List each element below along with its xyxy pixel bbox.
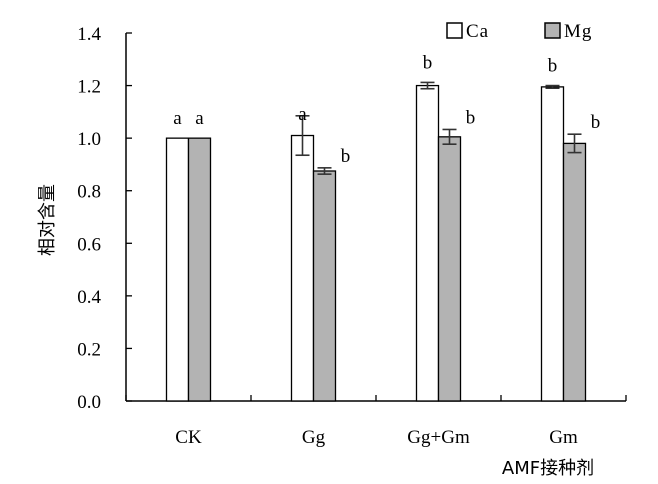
y-tick-label: 0.4 xyxy=(77,287,101,308)
x-axis: CK Gg Gg+Gm Gm xyxy=(125,395,627,448)
legend-label-mg: Mg xyxy=(564,21,592,42)
y-tick-label: 1.0 xyxy=(77,129,101,150)
y-axis-title: 相对含量 xyxy=(37,184,58,256)
bar-mg-gm xyxy=(562,142,587,402)
significance-letter: b xyxy=(423,52,433,73)
error-bars xyxy=(295,81,582,175)
bar-ca-gg xyxy=(290,134,315,402)
bar-mg-ck xyxy=(187,137,212,402)
x-category-label: Gg xyxy=(302,427,326,448)
y-tick-label: 1.2 xyxy=(77,77,101,98)
y-tick-label: 0.8 xyxy=(77,182,101,203)
y-tick-label: 0.2 xyxy=(77,339,101,360)
bar-mg-gg xyxy=(312,170,337,402)
y-tick-label: 1.4 xyxy=(77,24,101,45)
bar-ca-gg-gm xyxy=(415,84,440,402)
x-category-label: CK xyxy=(175,427,202,448)
significance-letter: b xyxy=(466,107,476,128)
bar-ca-ck xyxy=(165,137,190,402)
significance-letter: b xyxy=(341,146,351,167)
significance-letter: b xyxy=(548,56,558,77)
legend-swatch-ca xyxy=(446,22,463,39)
x-category-label: Gg+Gm xyxy=(407,427,470,448)
significance-letter: a xyxy=(298,104,307,125)
legend: Ca Mg xyxy=(446,21,592,42)
legend-swatch-mg xyxy=(544,22,561,39)
y-tick-label: 0.0 xyxy=(77,392,101,413)
bar-ca-gm xyxy=(540,86,565,402)
bars xyxy=(165,84,587,402)
y-axis: 0.0 0.2 0.4 0.6 0.8 1.0 1.2 1.4 xyxy=(77,24,132,413)
bar-mg-gg-gm xyxy=(437,136,462,402)
significance-letter: a xyxy=(173,108,182,129)
significance-letter: a xyxy=(195,108,204,129)
y-tick-label: 0.6 xyxy=(77,234,101,255)
x-category-label: Gm xyxy=(549,427,578,448)
x-axis-title: AMF接种剂 xyxy=(502,458,594,479)
significance-letter: b xyxy=(591,112,601,133)
legend-label-ca: Ca xyxy=(466,21,489,42)
